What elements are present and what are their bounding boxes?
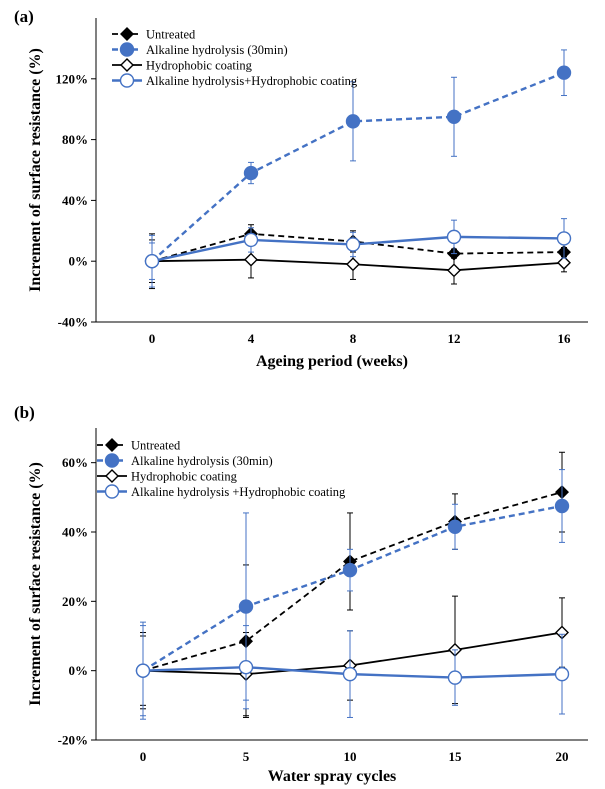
x-tick-label: 5 <box>243 749 250 764</box>
data-point <box>447 519 463 534</box>
data-point <box>556 65 572 80</box>
legend-label: Hydrophobic coating <box>131 470 238 484</box>
legend-marker <box>119 73 135 88</box>
data-point <box>244 252 258 267</box>
x-tick-label: 20 <box>556 749 569 764</box>
data-point <box>135 663 151 678</box>
legend-label: Hydrophobic coating <box>146 59 253 73</box>
legend-label: Alkaline hydrolysis+Hydrophobic coating <box>146 74 358 88</box>
x-axis-title: Water spray cycles <box>268 768 397 785</box>
y-tick-label: 20% <box>62 594 88 609</box>
series-line <box>142 504 563 672</box>
data-point <box>342 562 358 578</box>
legend-label: Untreated <box>146 28 196 42</box>
y-tick-label: 0% <box>69 254 89 269</box>
legend-marker <box>104 453 120 468</box>
legend-marker <box>104 484 120 499</box>
x-tick-label: 10 <box>344 749 357 764</box>
x-tick-label: 16 <box>558 331 572 346</box>
data-point <box>238 599 254 614</box>
data-point <box>345 237 361 252</box>
series-2 <box>136 595 569 717</box>
series-line <box>151 71 565 263</box>
y-axis-title: Increment of surface resistance (%) <box>27 48 44 292</box>
x-tick-label: 8 <box>350 331 357 346</box>
data-point <box>342 666 358 682</box>
x-tick-label: 0 <box>149 331 156 346</box>
legend-label: Alkaline hydrolysis (30min) <box>131 454 273 468</box>
data-point <box>346 257 360 272</box>
data-point <box>556 231 572 246</box>
legend-label: Alkaline hydrolysis (30min) <box>146 43 288 57</box>
data-point <box>557 255 571 270</box>
data-point <box>447 670 463 685</box>
panel-b: (b) -20% 0% 20% 40% 60% 0 5 10 15 20 Water spray cy… <box>14 403 588 785</box>
series-3 <box>135 621 570 720</box>
data-point <box>243 232 259 248</box>
y-tick-label: 80% <box>62 132 88 147</box>
panel-label: (a) <box>14 7 34 26</box>
series-0 <box>145 224 571 290</box>
legend-label: Alkaline hydrolysis +Hydrophobic coating <box>131 485 346 499</box>
x-tick-label: 15 <box>449 749 463 764</box>
panel-label: (b) <box>14 403 35 422</box>
data-point <box>554 666 570 682</box>
data-point <box>554 498 570 514</box>
data-point <box>447 263 461 278</box>
x-tick-label: 4 <box>248 331 255 346</box>
data-point <box>446 229 462 245</box>
y-tick-label: -20% <box>58 733 88 748</box>
series-line <box>142 491 563 672</box>
legend-marker <box>119 42 135 57</box>
y-tick-label: 0% <box>69 663 89 678</box>
y-tick-label: -40% <box>58 315 88 330</box>
y-axis-title: Increment of surface resistance (%) <box>27 462 44 706</box>
series-3 <box>144 218 572 288</box>
panel-a: (a) -40% 0% 40% 80% 120% 0 4 8 12 16 Ageing period … <box>14 7 588 370</box>
data-point <box>345 114 361 129</box>
legend-marker <box>120 58 134 72</box>
y-tick-label: 60% <box>62 455 88 470</box>
legend-marker <box>105 469 119 483</box>
x-axis-title: Ageing period (weeks) <box>256 353 408 370</box>
data-point <box>446 109 462 125</box>
y-tick-label: 40% <box>62 193 88 208</box>
legend-label: Untreated <box>131 439 181 453</box>
y-tick-label: 120% <box>56 71 89 86</box>
data-point <box>238 660 254 675</box>
x-tick-label: 0 <box>140 749 147 764</box>
data-point <box>243 165 259 181</box>
legend-marker <box>120 27 134 41</box>
legend-marker <box>105 438 119 452</box>
x-tick-label: 12 <box>448 331 461 346</box>
data-point <box>144 254 160 269</box>
y-tick-label: 40% <box>62 525 88 540</box>
